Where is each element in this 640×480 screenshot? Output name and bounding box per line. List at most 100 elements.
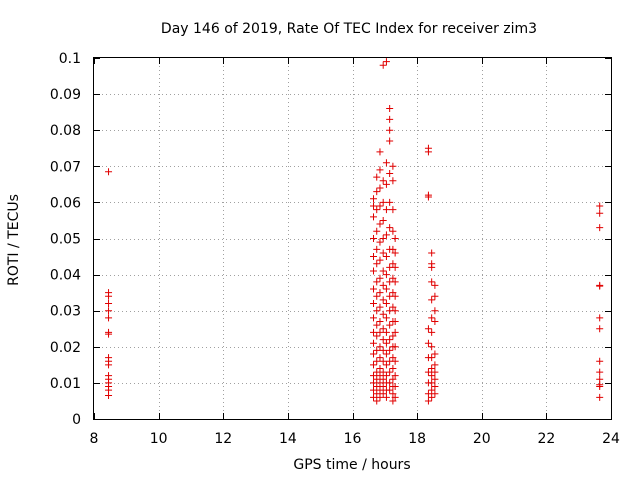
data-point [389,245,397,253]
data-point [370,339,378,347]
data-point [373,390,381,398]
data-point [391,343,399,351]
data-point [424,339,432,347]
data-point [379,296,387,304]
x-tick-label: 8 [90,431,99,447]
data-point [431,375,439,383]
data-point [382,339,390,347]
data-point [105,292,113,300]
data-point [596,209,604,217]
data-point [382,393,390,401]
data-point [105,361,113,369]
data-point [376,303,384,311]
data-point [386,336,394,344]
data-point [376,328,384,336]
data-point [596,314,604,322]
data-point [105,392,113,400]
data-point [376,274,384,282]
data-point [424,193,432,201]
data-point [105,168,113,176]
data-point [376,364,384,372]
data-point [370,253,378,261]
data-point [373,397,381,405]
data-point [382,231,390,239]
data-point [373,332,381,340]
x-tick-label: 18 [408,431,426,447]
data-point [428,393,436,401]
data-point [389,289,397,297]
data-point [389,354,397,362]
x-tick-label: 20 [473,431,491,447]
data-point [596,368,604,376]
data-point [382,361,390,369]
y-axis-label: ROTI / TECUs [6,194,22,286]
data-point [391,357,399,365]
y-tick-label: 0.09 [50,87,81,103]
data-point [424,397,432,405]
data-point [391,372,399,380]
data-point [379,310,387,318]
data-point [373,227,381,235]
data-point [431,368,439,376]
x-tick-label: 14 [279,431,297,447]
x-tick-label: 12 [214,431,232,447]
data-point [386,115,394,123]
data-point [428,249,436,257]
data-point [428,296,436,304]
x-axis-label: GPS time / hours [293,457,410,473]
data-point [389,397,397,405]
data-point [373,188,381,196]
data-point [386,386,394,394]
data-point [370,267,378,275]
data-point [376,354,384,362]
data-point [386,170,394,178]
data-point [391,292,399,300]
data-point [379,383,387,391]
data-point [391,235,399,242]
data-point [370,235,378,242]
data-point [373,357,381,365]
data-point [431,361,439,369]
y-tick-label: 0.05 [50,232,81,248]
data-point [382,314,390,322]
data-point [376,318,384,326]
data-point [389,364,397,372]
data-point [431,350,439,358]
y-tick-label: 0.1 [59,51,81,67]
data-point [389,177,397,185]
data-point [373,321,381,329]
data-point [431,390,439,398]
y-tick-label: 0.07 [50,159,81,175]
data-point [424,390,432,398]
x-tick-labels: 8 10 12 14 16 18 20 22 24 [90,431,620,447]
data-point [386,224,394,232]
data-point [379,336,387,344]
data-point [428,364,436,372]
data-point [379,281,387,289]
data-point [376,238,384,246]
data-point [379,325,387,333]
data-point [376,343,384,351]
data-point [373,260,381,268]
data-point [386,346,394,354]
data-point [370,285,378,293]
data-point [382,372,390,380]
data-point [428,278,436,286]
data-point [370,213,378,221]
data-point [386,368,394,376]
y-tick-label: 0.06 [50,195,81,211]
chart-title: Day 146 of 2019, Rate Of TEC Index for r… [161,21,537,37]
data-point [424,368,432,376]
data-point [379,177,387,185]
data-point [370,361,378,369]
x-tick-label: 22 [537,431,555,447]
data-point [386,198,394,206]
data-point [105,307,113,315]
data-point [596,383,604,391]
data-point [373,375,381,383]
data-point [376,202,384,210]
data-point [596,393,604,401]
data-point [373,368,381,376]
data-point [376,289,384,297]
